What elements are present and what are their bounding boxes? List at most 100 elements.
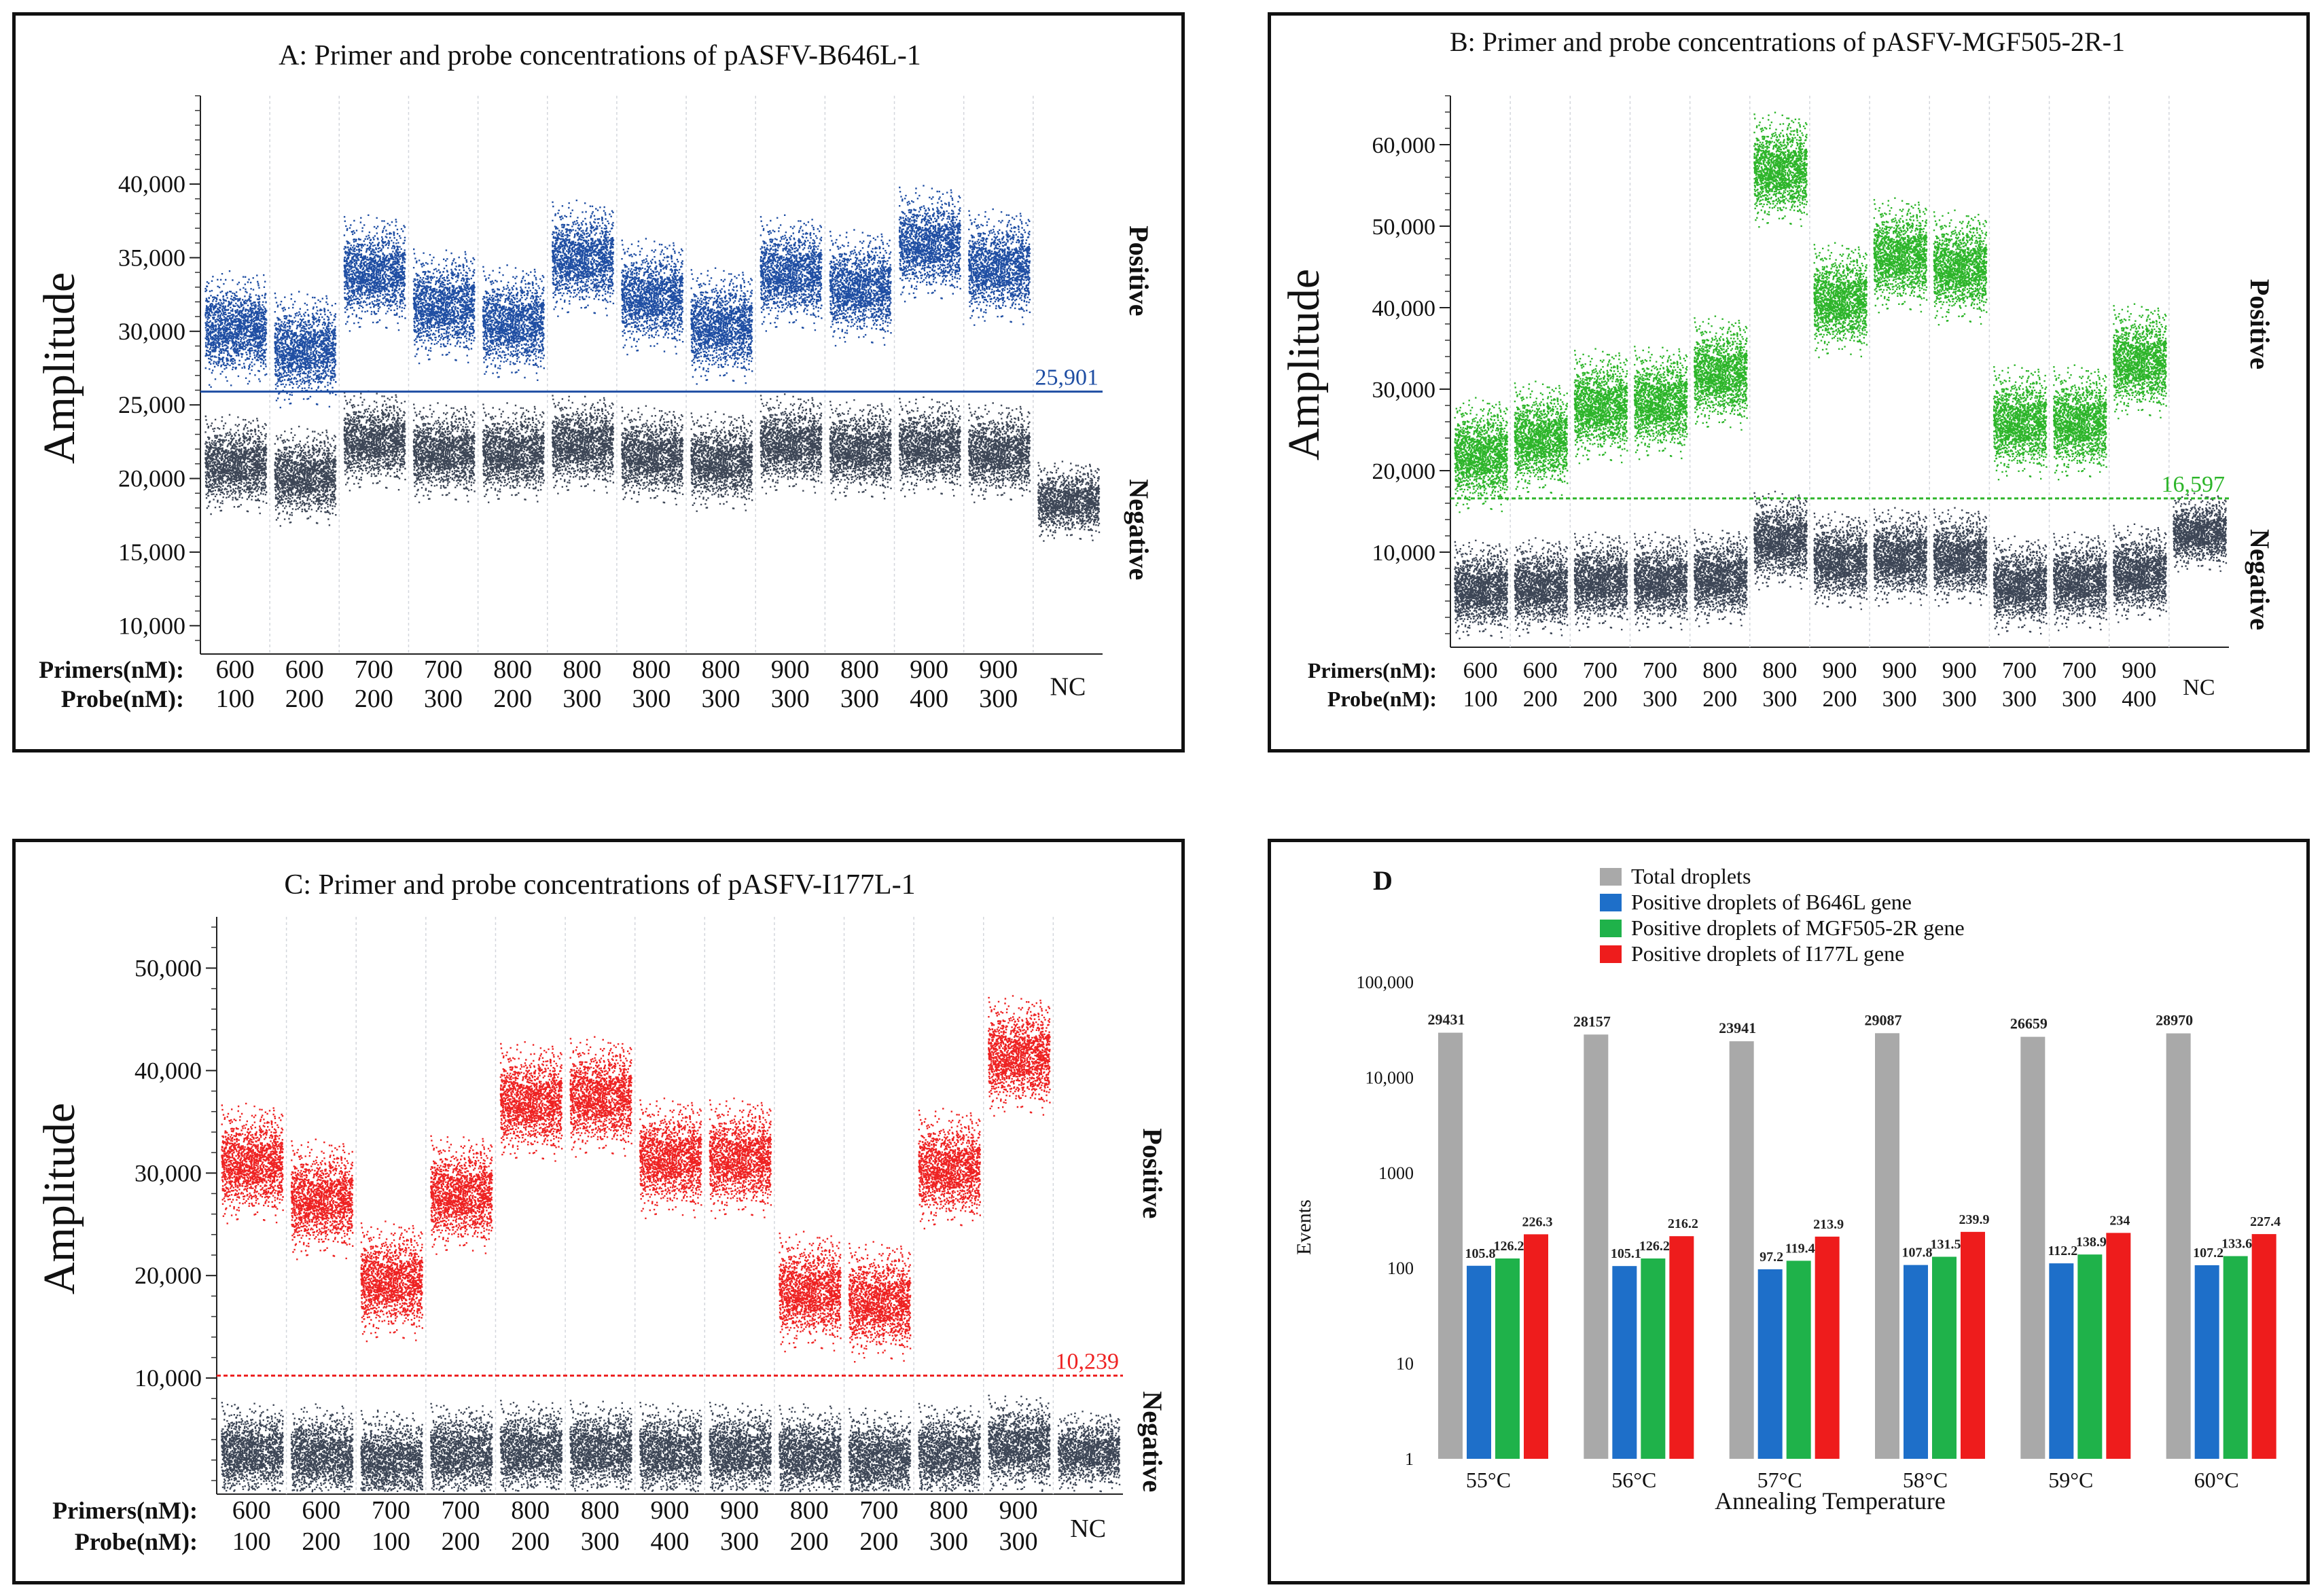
positive-droplet-cluster-dots — [221, 1102, 284, 1225]
positive-droplet-cluster — [779, 1231, 842, 1353]
y-tick-label: 40,000 — [135, 1057, 202, 1084]
negative-droplet-cluster-dots — [569, 1400, 632, 1492]
y-axis-label: Amplitude — [35, 1103, 84, 1294]
y-tick-label: 10,000 — [1365, 1068, 1414, 1087]
nc-droplet-cluster-dots — [1057, 1411, 1121, 1493]
positive-droplet-cluster-dots — [274, 291, 337, 409]
chart-title: C: Primer and probe concentrations of pA… — [284, 869, 915, 901]
bar-positive — [2251, 1234, 2276, 1459]
legend-swatch — [1600, 945, 1622, 963]
primer-tick-label: 800 — [581, 1496, 620, 1525]
negative-droplet-cluster-dots — [639, 1402, 702, 1493]
y-tick-label: 10,000 — [1372, 541, 1436, 566]
positive-droplet-cluster-dots — [709, 1098, 772, 1220]
primer-tick-label: 900 — [910, 655, 948, 684]
probe-tick-label: 300 — [2002, 687, 2037, 712]
positive-droplet-cluster — [2052, 364, 2107, 481]
y-tick-label: 30,000 — [135, 1159, 202, 1186]
negative-droplet-cluster-dots — [274, 425, 337, 527]
negative-droplet-cluster — [967, 402, 1031, 503]
negative-droplet-cluster-dots — [1813, 511, 1868, 611]
negative-droplet-cluster — [412, 402, 476, 503]
y-tick-label: 1000 — [1378, 1163, 1414, 1183]
y-axis-label: Amplitude — [35, 272, 84, 464]
positive-droplet-cluster-dots — [779, 1231, 842, 1353]
primers-row-label: Primers(nM): — [1308, 658, 1437, 683]
probe-tick-label: 300 — [929, 1527, 968, 1556]
probe-tick-label: 200 — [355, 685, 393, 713]
positive-droplet-cluster-dots — [918, 1108, 981, 1230]
bar-data-label: 107.8 — [1902, 1246, 1933, 1261]
primer-tick-label: 600 — [302, 1496, 340, 1525]
probe-tick-label: 200 — [790, 1527, 829, 1556]
negative-droplet-cluster — [709, 1402, 772, 1493]
legend-label: Positive droplets of MGF505-2R gene — [1631, 915, 1965, 940]
primer-tick-label: 800 — [562, 655, 601, 684]
x-tick-label: 56°C — [1611, 1468, 1656, 1492]
positive-droplet-cluster-dots — [1753, 111, 1808, 228]
negative-droplet-cluster-dots — [1633, 531, 1688, 632]
panel-c-i177l-scatter: C: Primer and probe concentrations of pA… — [12, 839, 1185, 1584]
probe-tick-label: 200 — [1583, 687, 1618, 712]
primer-tick-label: 700 — [1583, 658, 1618, 683]
negative-droplet-cluster — [1633, 531, 1688, 632]
positive-droplet-cluster — [621, 238, 684, 356]
positive-droplet-cluster — [1873, 197, 1928, 314]
positive-droplet-cluster-dots — [898, 185, 961, 303]
primer-tick-label: 800 — [632, 655, 671, 684]
negative-droplet-cluster — [898, 396, 961, 498]
bar-positive — [1467, 1265, 1491, 1459]
probe-tick-label: 300 — [720, 1527, 759, 1556]
probe-tick-label: 200 — [493, 685, 532, 713]
primer-tick-label: 700 — [859, 1496, 898, 1525]
negative-droplet-cluster — [1813, 511, 1868, 611]
bar-data-label: 107.2 — [2193, 1246, 2223, 1261]
negative-droplet-cluster — [1454, 539, 1509, 640]
primer-tick-label: 700 — [355, 655, 393, 684]
y-axis-label: Events — [1293, 1199, 1315, 1255]
primer-tick-label: 900 — [1882, 658, 1917, 683]
negative-droplet-cluster-dots — [1933, 507, 1988, 607]
positive-droplet-cluster-dots — [829, 229, 892, 347]
positive-droplet-cluster — [290, 1138, 354, 1261]
negative-droplet-cluster — [621, 405, 684, 506]
negative-droplet-cluster — [221, 1402, 284, 1492]
positive-droplet-cluster-dots — [1933, 209, 1988, 326]
positive-droplet-cluster-dots — [412, 248, 476, 365]
bar-positive — [2194, 1265, 2219, 1459]
positive-droplet-cluster-dots — [204, 270, 268, 388]
bar-positive — [1757, 1269, 1783, 1459]
primer-tick-label: 700 — [1643, 658, 1677, 683]
bar-data-label: 23941 — [1719, 1019, 1756, 1036]
threshold-value-label: 25,901 — [1035, 365, 1099, 391]
panel-b-mgf505-scatter: B: Primer and probe concentrations of pA… — [1268, 12, 2310, 752]
primer-tick-label: 800 — [493, 655, 532, 684]
probe-tick-label: 300 — [840, 685, 879, 713]
x-tick-label: 58°C — [1903, 1468, 1948, 1492]
negative-region-label: Negative — [1137, 1391, 1168, 1492]
bar-positive — [1815, 1236, 1840, 1459]
x-axis-label: Annealing Temperature — [1715, 1487, 1946, 1515]
probe-tick-label: 100 — [1463, 687, 1498, 712]
positive-droplet-cluster — [204, 270, 268, 388]
positive-droplet-cluster — [2113, 303, 2167, 420]
y-tick-label: 10,000 — [118, 612, 185, 639]
negative-droplet-cluster — [829, 399, 892, 501]
bar-data-label: 105.1 — [1611, 1246, 1641, 1261]
negative-droplet-cluster-dots — [430, 1402, 493, 1493]
nc-droplet-cluster — [1037, 460, 1101, 542]
positive-droplet-cluster-dots — [569, 1036, 632, 1158]
y-tick-label: 10,000 — [135, 1364, 202, 1392]
positive-droplet-cluster — [760, 214, 823, 332]
chart-title: B: Primer and probe concentrations of pA… — [1450, 26, 2125, 57]
positive-droplet-cluster-dots — [1633, 346, 1688, 460]
bar-data-label: 216.2 — [1668, 1216, 1698, 1231]
y-tick-label: 30,000 — [118, 318, 185, 345]
chart-title: A: Primer and probe concentrations of pA… — [279, 40, 921, 71]
bar-positive — [2049, 1263, 2074, 1459]
primer-tick-label: 900 — [999, 1496, 1038, 1525]
bar-positive — [1612, 1266, 1637, 1459]
primer-tick-label: 900 — [2122, 658, 2156, 683]
negative-droplet-cluster — [552, 395, 615, 494]
primer-tick-label: 800 — [1762, 658, 1797, 683]
